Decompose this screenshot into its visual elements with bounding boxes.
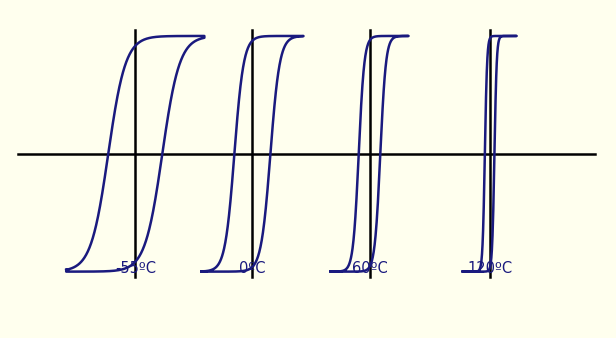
Text: 120ºC: 120ºC xyxy=(467,261,513,276)
Text: 60ºC: 60ºC xyxy=(352,261,387,276)
Text: 0ºC: 0ºC xyxy=(239,261,265,276)
Text: -55ºC: -55ºC xyxy=(115,261,156,276)
